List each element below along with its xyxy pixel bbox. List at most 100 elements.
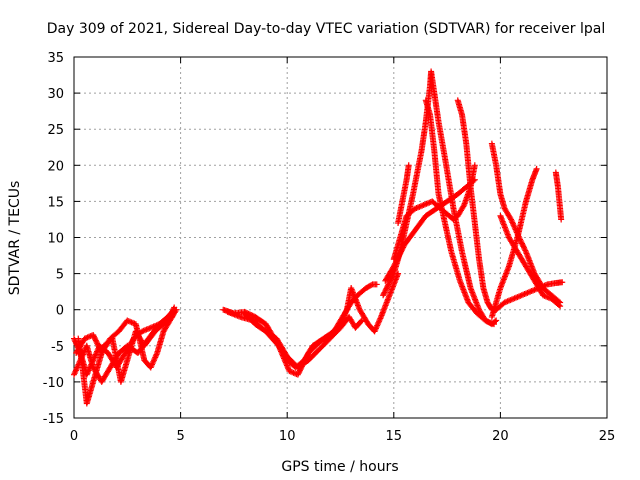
data-point bbox=[533, 165, 540, 172]
data-point-segment bbox=[448, 248, 463, 283]
data-point-segment bbox=[431, 90, 442, 124]
data-point-segment bbox=[518, 289, 532, 299]
data-point-segment bbox=[286, 368, 300, 378]
series-arc-3d bbox=[395, 162, 412, 227]
series-arc-2c bbox=[241, 310, 365, 371]
data-point-segment bbox=[382, 264, 397, 284]
data-point-segment bbox=[316, 332, 332, 346]
data-point-segment bbox=[124, 329, 139, 364]
data-point-segment bbox=[501, 205, 514, 222]
tick-labels: 0 5 10 15 20 25 -15 -10 -5 0 5 10 15 20 25 30 35 bbox=[43, 51, 616, 444]
data-point-segment bbox=[139, 325, 153, 335]
data-point-segment bbox=[471, 220, 482, 261]
data-point-segment bbox=[514, 199, 529, 241]
data-point-segment bbox=[540, 292, 554, 302]
data-point-segment bbox=[363, 282, 375, 292]
series-arc-4e bbox=[552, 169, 565, 223]
data-point-segment bbox=[294, 358, 311, 371]
data-point-segment bbox=[529, 167, 540, 183]
data-point-segment bbox=[557, 205, 565, 221]
y-tick-label: 15 bbox=[47, 195, 64, 210]
y-axis-label: SDTVAR / TECUs bbox=[7, 181, 23, 296]
series-arc-4d bbox=[497, 212, 564, 310]
data-point-segment bbox=[399, 178, 410, 205]
data-point-segment bbox=[548, 295, 562, 309]
data-point-segment bbox=[522, 263, 537, 283]
data-point-segment bbox=[412, 202, 426, 212]
data-point-segment bbox=[473, 310, 488, 323]
data-point-segment bbox=[418, 120, 429, 154]
data-point-segment bbox=[154, 329, 167, 357]
data-point-segment bbox=[497, 264, 512, 292]
x-axis-label: GPS time / hours bbox=[281, 459, 398, 475]
data-point-segment bbox=[98, 365, 113, 385]
data-point-segment bbox=[252, 313, 268, 327]
data-point-segment bbox=[147, 351, 160, 371]
data-point-segment bbox=[378, 293, 392, 320]
grid bbox=[74, 57, 607, 418]
data-point-segment bbox=[488, 140, 499, 167]
series-arc-3b bbox=[390, 162, 478, 263]
data-point-segment bbox=[412, 214, 428, 234]
data-point-segment bbox=[441, 220, 455, 254]
x-tick-label: 15 bbox=[386, 429, 403, 444]
y-tick-label: 35 bbox=[47, 51, 64, 66]
data-point-segment bbox=[454, 184, 469, 198]
data-point-segment bbox=[386, 272, 401, 299]
series-arc-3c bbox=[382, 176, 478, 284]
data-point-segment bbox=[371, 315, 384, 335]
data-point-segment bbox=[305, 340, 322, 357]
data-point-segment bbox=[83, 387, 94, 407]
data-point-segment bbox=[467, 285, 482, 312]
data-point-segment bbox=[454, 203, 467, 219]
data-point-segment bbox=[427, 111, 438, 153]
data-point bbox=[405, 162, 412, 169]
data-point-segment bbox=[380, 271, 397, 299]
data-point-segment bbox=[552, 169, 561, 189]
data-point-segment bbox=[160, 318, 173, 335]
data-point bbox=[173, 306, 180, 313]
data-point-segment bbox=[166, 308, 179, 324]
data-point bbox=[373, 281, 380, 288]
data-point-segment bbox=[522, 248, 537, 276]
series-arc-4c bbox=[493, 279, 566, 313]
data-point-segment bbox=[482, 317, 496, 327]
data-point bbox=[358, 317, 365, 324]
data-point-segment bbox=[414, 149, 425, 176]
data-point bbox=[558, 216, 565, 223]
data-point-segment bbox=[497, 212, 512, 240]
data-point bbox=[471, 162, 478, 169]
data-point-segment bbox=[107, 329, 121, 342]
data-point-segment bbox=[81, 332, 95, 342]
data-point-segment bbox=[522, 178, 535, 205]
series-arc-3e bbox=[422, 97, 498, 328]
data-point-segment bbox=[435, 191, 448, 225]
data-point bbox=[493, 317, 500, 324]
data-point-segment bbox=[284, 353, 300, 370]
data-point bbox=[491, 321, 498, 328]
data-point-segment bbox=[459, 111, 470, 146]
data-point-segment bbox=[454, 97, 465, 117]
series-arc-4b bbox=[488, 165, 540, 320]
data-point-segment bbox=[117, 358, 130, 385]
data-marks bbox=[71, 68, 566, 407]
data-point-segment bbox=[480, 285, 491, 305]
y-tick-label: 20 bbox=[47, 159, 64, 174]
data-point-segment bbox=[422, 97, 433, 117]
data-point-segment bbox=[397, 214, 410, 241]
data-point-segment bbox=[356, 306, 371, 326]
data-point-segment bbox=[554, 183, 563, 211]
data-point-segment bbox=[465, 299, 479, 316]
data-point-segment bbox=[497, 191, 508, 211]
series-arc-2b bbox=[224, 270, 402, 378]
data-point-segment bbox=[252, 321, 268, 334]
data-point-segment bbox=[124, 317, 138, 327]
data-point-segment bbox=[395, 199, 406, 227]
data-point-segment bbox=[390, 235, 403, 263]
data-point-segment bbox=[241, 310, 258, 327]
data-point-segment bbox=[354, 286, 368, 299]
data-point-segment bbox=[326, 325, 343, 342]
data-point-segment bbox=[493, 300, 507, 313]
data-point-segment bbox=[409, 171, 420, 198]
